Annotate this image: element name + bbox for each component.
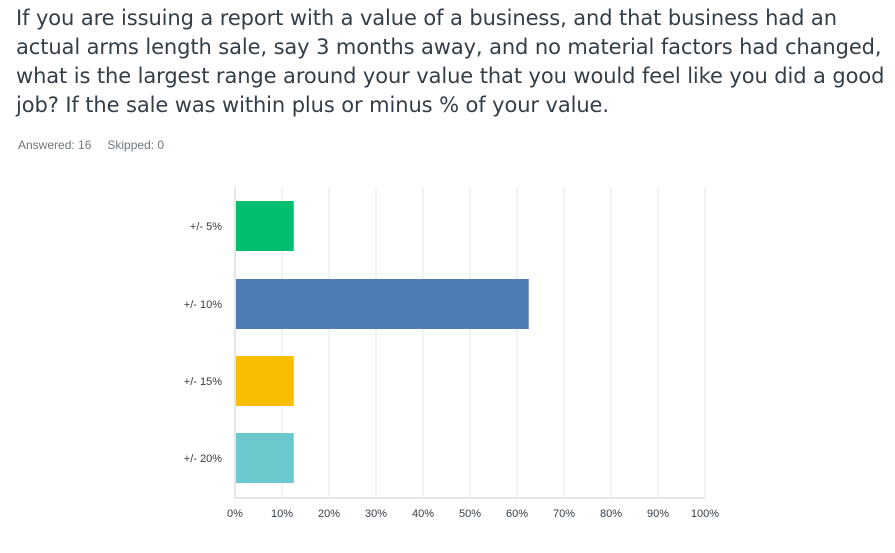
bar[interactable] <box>236 433 294 483</box>
x-tick-label: 50% <box>459 508 481 520</box>
bar[interactable] <box>236 356 294 406</box>
bar[interactable] <box>236 279 529 329</box>
x-tick-label: 80% <box>600 508 622 520</box>
x-tick-label: 60% <box>506 508 528 520</box>
x-tick-label: 10% <box>271 508 293 520</box>
x-tick-label: 40% <box>412 508 434 520</box>
category-label: +/- 10% <box>184 299 222 311</box>
bar[interactable] <box>236 201 294 251</box>
category-label: +/- 15% <box>184 376 222 388</box>
x-tick-label: 30% <box>365 508 387 520</box>
x-tick-label: 90% <box>647 508 669 520</box>
response-stats: Answered: 16 Skipped: 0 <box>18 138 164 152</box>
category-label: +/- 20% <box>184 453 222 465</box>
category-label: +/- 5% <box>190 221 222 233</box>
x-tick-label: 0% <box>227 508 243 520</box>
x-tick-label: 100% <box>691 508 719 520</box>
answered-count: Answered: 16 <box>18 138 92 152</box>
question-title: If you are issuing a report with a value… <box>16 6 885 117</box>
x-tick-label: 70% <box>553 508 575 520</box>
x-tick-label: 20% <box>318 508 340 520</box>
skipped-count: Skipped: 0 <box>107 138 165 152</box>
